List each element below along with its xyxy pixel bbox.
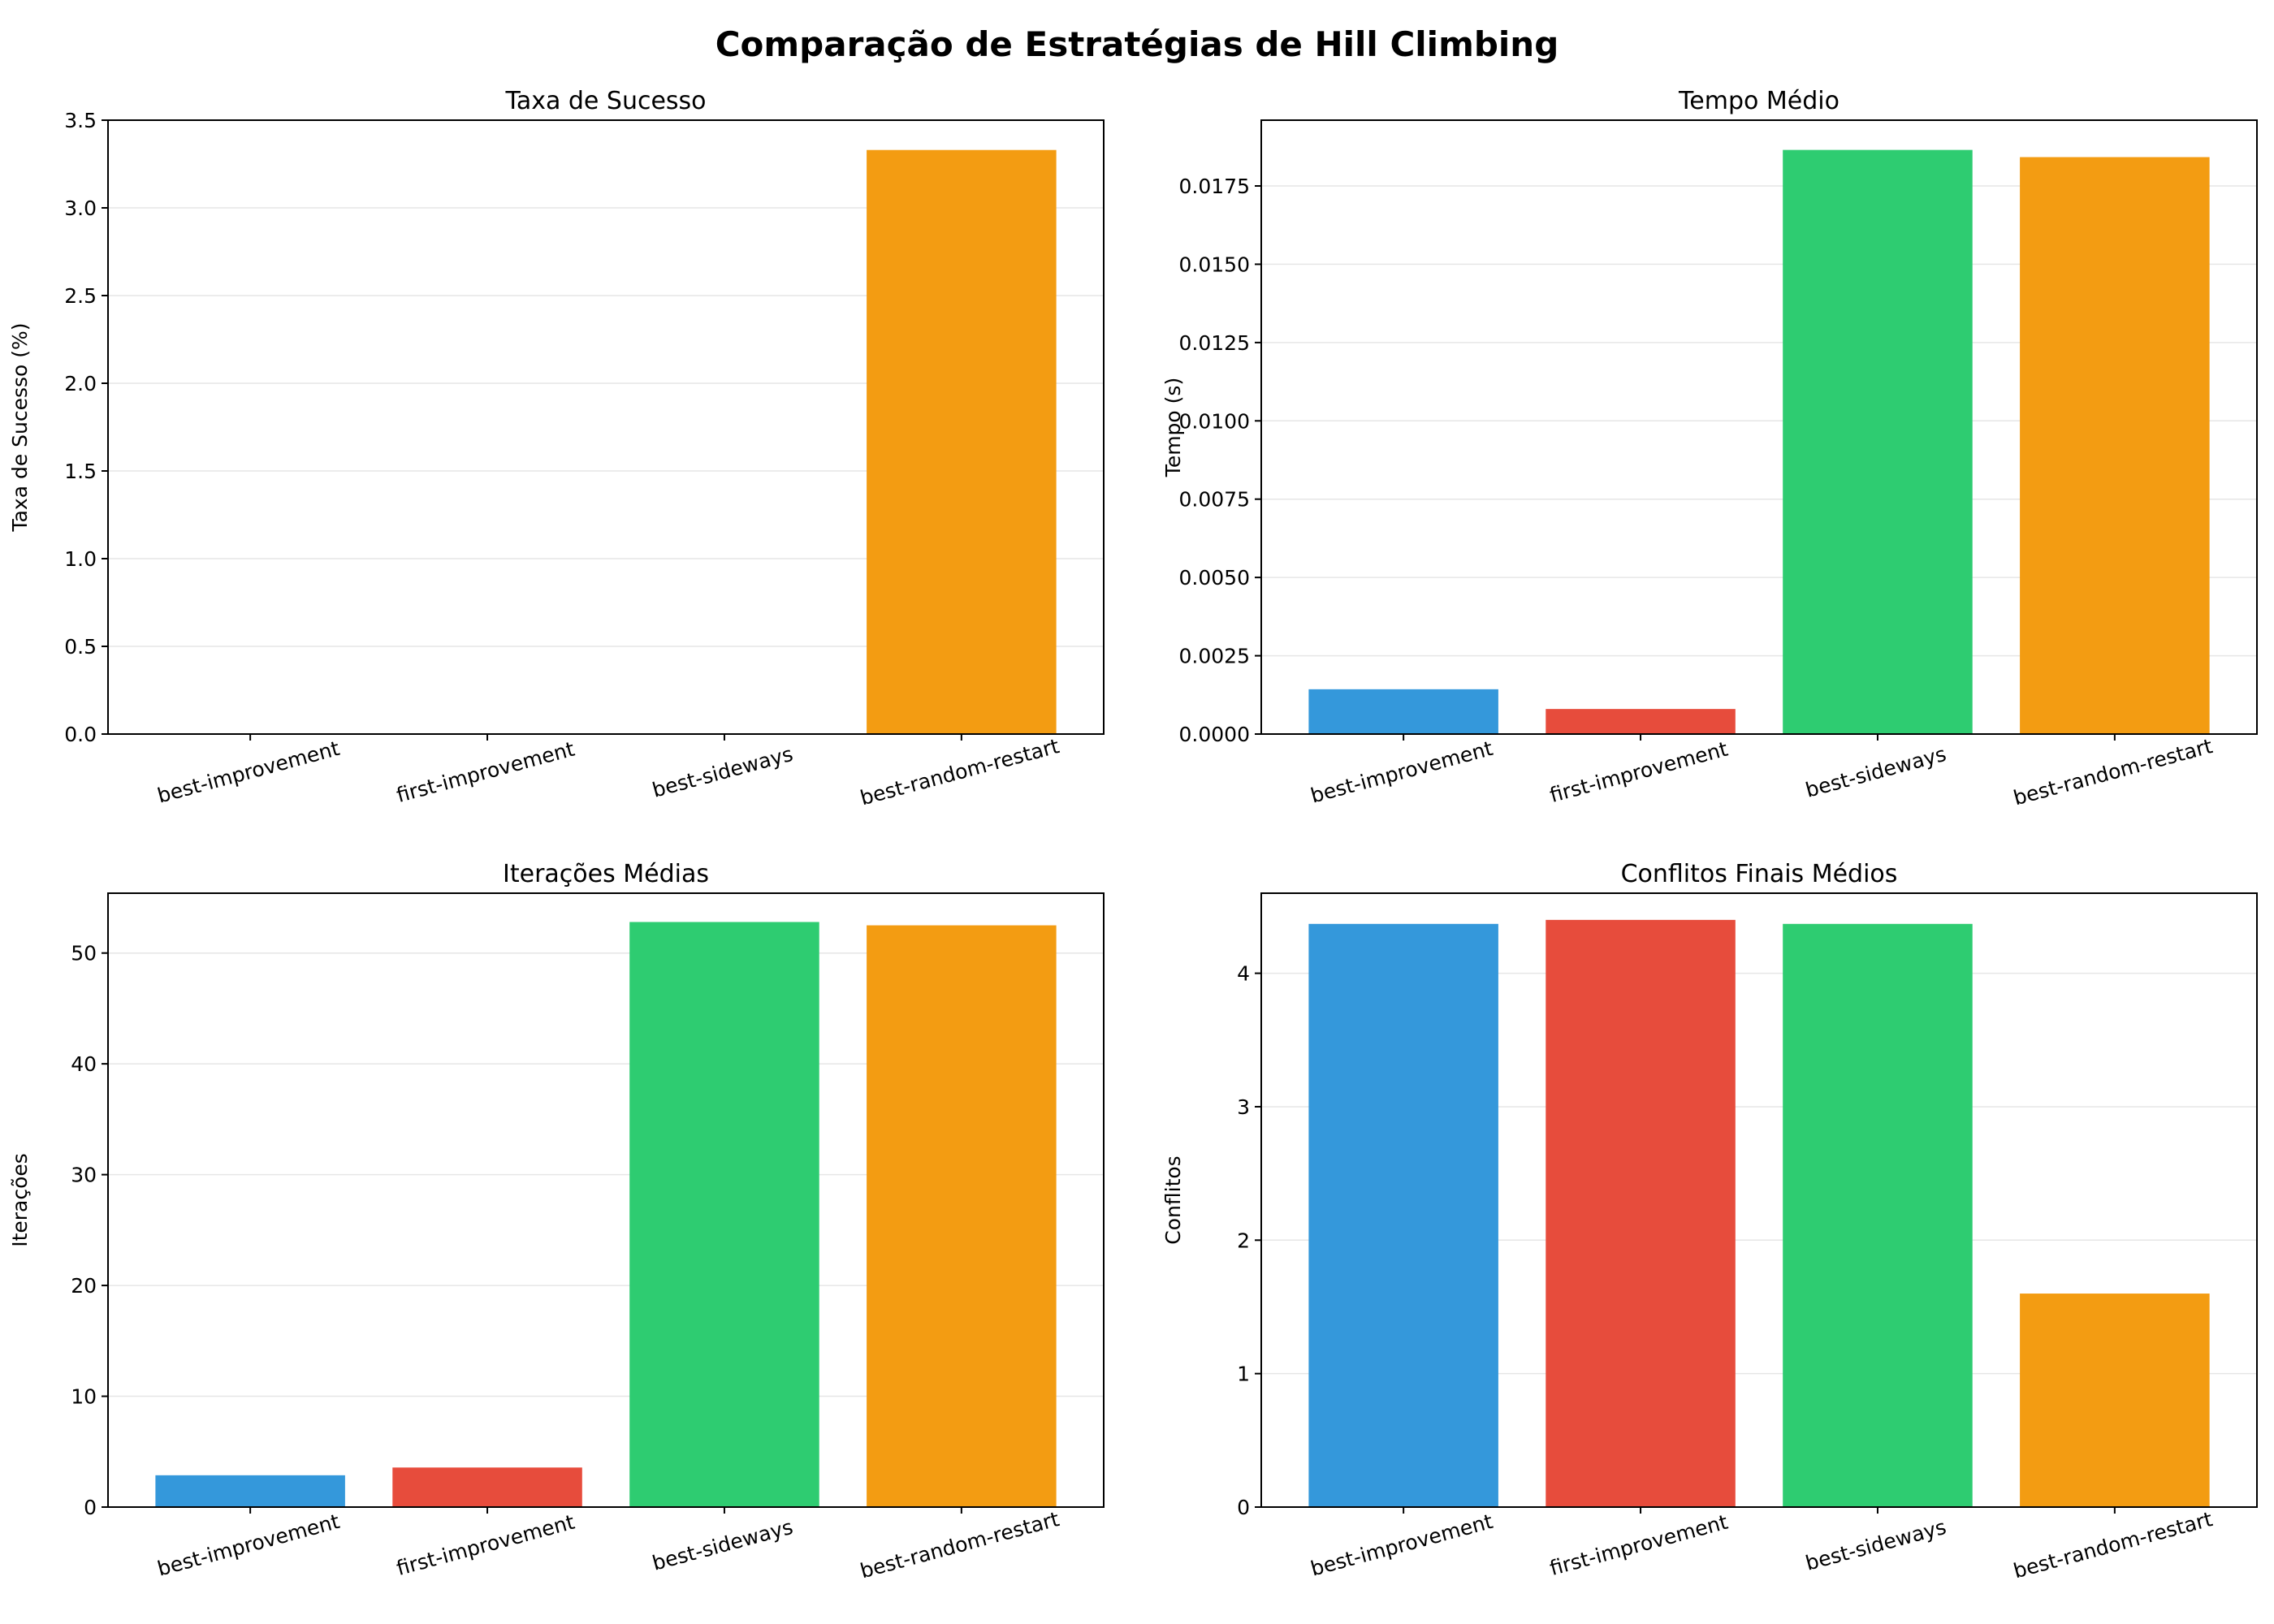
bar-first-improvement (1546, 709, 1736, 734)
y-tick-label: 10 (71, 1385, 97, 1409)
x-tick-label: best-improvement (155, 1510, 343, 1581)
plot-frame (1260, 119, 2258, 735)
y-tick-label: 0.0075 (1179, 488, 1250, 512)
bar-best-sideways (1783, 149, 1973, 735)
y-tick-label: 0.0175 (1179, 175, 1250, 198)
bar-best-random-restart (867, 925, 1057, 1507)
bar-first-improvement (392, 1467, 582, 1507)
x-tick-label: first-improvement (1547, 1510, 1731, 1580)
y-tick-label: 0.0050 (1179, 566, 1250, 590)
y-tick-label: 3.0 (64, 197, 97, 220)
bar-best-random-restart (867, 149, 1057, 735)
y-tick-label: 3.5 (64, 109, 97, 132)
y-tick-label: 4 (1237, 962, 1250, 986)
y-tick-label: 1 (1237, 1363, 1250, 1386)
chart-iteracoes-medias: Iterações Médias 0 10 20 30 40 50 best-improvem… (8, 860, 1105, 1583)
bar-best-improvement (155, 1475, 345, 1507)
bar-best-random-restart (2020, 157, 2210, 734)
y-tick-label: 2.0 (64, 372, 97, 395)
y-tick-label: 2 (1237, 1229, 1250, 1252)
plot-frame (107, 892, 1105, 1508)
chart-title: Iterações Médias (503, 860, 709, 888)
y-tick-label: 30 (71, 1164, 97, 1187)
x-tick-label: best-improvement (1308, 736, 1496, 808)
x-tick-label: best-sideways (1803, 1515, 1948, 1575)
panel-conflitos-finais-medios: Conflitos Finais Médios 0 1 2 3 4 best-improve… (1137, 812, 2274, 1624)
panel-iteracoes-medias: Iterações Médias 0 10 20 30 40 50 best-improvem… (0, 812, 1137, 1624)
y-tick-label: 0.0000 (1179, 723, 1250, 746)
y-tick-label: 0 (84, 1496, 97, 1519)
x-tick-label: best-sideways (1803, 742, 1948, 802)
figure-title: Comparação de Estratégias de Hill Climbi… (715, 24, 1559, 64)
y-axis-label: Tempo (s) (1161, 378, 1185, 477)
y-tick-label: 0 (1237, 1496, 1250, 1519)
x-tick-label: best-random-restart (858, 1507, 1062, 1583)
y-tick-label: 1.0 (64, 547, 97, 571)
x-tick-label: first-improvement (394, 737, 577, 807)
y-tick-label: 0.0125 (1179, 331, 1250, 355)
bar-best-improvement (1308, 923, 1498, 1507)
x-tick-label: best-improvement (1308, 1510, 1496, 1581)
x-tick-label: best-sideways (650, 1515, 795, 1575)
y-tick-label: 3 (1237, 1095, 1250, 1119)
chart-title: Tempo Médio (1678, 87, 1840, 115)
x-tick-label: best-improvement (155, 736, 343, 808)
x-tick-label: best-random-restart (858, 734, 1062, 810)
x-tick-label: best-sideways (650, 742, 795, 802)
y-tick-label: 0.0150 (1179, 253, 1250, 276)
bar-best-sideways (629, 922, 819, 1507)
y-tick-label: 40 (71, 1052, 97, 1076)
y-tick-label: 1.5 (64, 460, 97, 483)
y-axis-label: Iterações (8, 1153, 32, 1247)
y-tick-label: 0.5 (64, 635, 97, 659)
plot-frame (1260, 892, 2258, 1508)
y-tick-label: 50 (71, 942, 97, 965)
x-tick-label: first-improvement (1547, 737, 1731, 807)
bar-best-random-restart (2020, 1294, 2210, 1507)
y-tick-label: 20 (71, 1274, 97, 1298)
y-axis-label: Taxa de Sucesso (%) (8, 322, 32, 532)
bar-best-improvement (1308, 689, 1498, 734)
x-tick-label: best-random-restart (2011, 734, 2216, 810)
plot-frame (107, 119, 1105, 735)
chart-title: Taxa de Sucesso (504, 87, 706, 115)
x-tick-label: best-random-restart (2011, 1507, 2216, 1583)
panel-taxa-de-sucesso: Taxa de Sucesso 0.0 0.5 1.0 1.5 2.0 2.5 3.0 3.5 b… (0, 0, 1137, 812)
y-axis-label: Conflitos (1161, 1155, 1185, 1244)
y-tick-label: 0.0 (64, 723, 97, 746)
bar-first-improvement (1546, 919, 1736, 1507)
chart-taxa-de-sucesso: Taxa de Sucesso 0.0 0.5 1.0 1.5 2.0 2.5 3.0 3.5 b… (8, 87, 1105, 810)
chart-title: Conflitos Finais Médios (1621, 860, 1898, 888)
panel-tempo-medio: Tempo Médio 0.0000 0.0025 0.0050 0.0075 0.010… (1137, 0, 2274, 812)
y-tick-label: 0.0025 (1179, 645, 1250, 668)
bar-best-sideways (1783, 923, 1973, 1507)
x-tick-label: first-improvement (394, 1510, 577, 1580)
y-tick-label: 2.5 (64, 284, 97, 308)
chart-conflitos-finais-medios: Conflitos Finais Médios 0 1 2 3 4 best-improve… (1161, 860, 2258, 1583)
y-tick-label: 0.0100 (1179, 409, 1250, 433)
chart-tempo-medio: Tempo Médio 0.0000 0.0025 0.0050 0.0075 0.010… (1161, 87, 2258, 810)
